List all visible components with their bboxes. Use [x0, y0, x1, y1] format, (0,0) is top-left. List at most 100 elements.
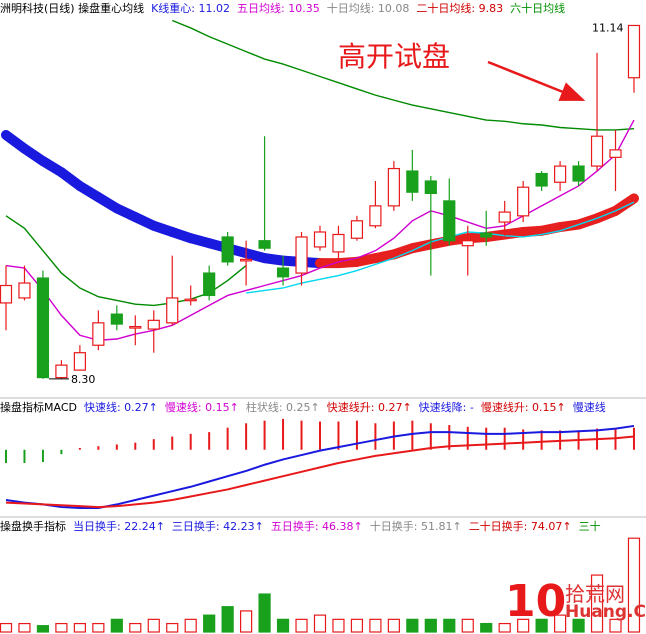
turnover-bar — [203, 614, 216, 633]
turnover-bar — [166, 622, 179, 633]
candle-body — [147, 319, 160, 330]
candle-body — [36, 277, 50, 379]
turnover-bar — [535, 618, 548, 633]
turnover-bar — [110, 618, 123, 633]
candle-body — [350, 220, 364, 239]
candle-body — [424, 180, 437, 195]
turnover-bar — [313, 614, 327, 633]
turnover-bar — [572, 618, 585, 633]
header-item: 十日均线: 10.08 — [326, 2, 410, 15]
callout: 高开试盘 — [338, 40, 450, 73]
candle-body — [276, 267, 290, 278]
header-item: 五日均线: 10.35 — [237, 2, 320, 15]
header-item: 操盘换手指标 — [0, 520, 66, 533]
turnover-bar — [424, 618, 437, 633]
turnover-bar — [18, 622, 31, 633]
turnover-bar — [498, 622, 511, 633]
turnover-bar — [443, 618, 456, 633]
candle-body — [461, 240, 474, 247]
turnover-bar — [461, 618, 474, 633]
candle-body — [535, 172, 548, 187]
header-item: 柱状线: 0.25↑ — [245, 401, 320, 414]
turnover-bar — [295, 618, 308, 633]
candle-body — [627, 24, 641, 79]
candle-body — [92, 322, 105, 346]
candle-body — [240, 258, 253, 262]
turnover-bar — [350, 618, 364, 633]
header-item: 五日换手: 46.38↑ — [270, 520, 363, 533]
header-item: 洲明科技(日线) 操盘重心均线 — [0, 2, 145, 15]
candle-body — [221, 236, 234, 263]
turnover-bar — [240, 610, 253, 633]
candle-body — [332, 233, 345, 253]
turnover-bar — [73, 622, 86, 633]
watermark-logo: 10 — [505, 576, 567, 627]
header-item: 三日换手: 42.23↑ — [171, 520, 264, 533]
turnover-bar — [221, 606, 234, 633]
turnover-bar — [609, 618, 622, 633]
header-item: 慢速线升: 0.15↑ — [480, 401, 566, 414]
candle-body — [18, 282, 31, 299]
header-item: 三十 — [578, 520, 601, 533]
annotation: 11.14 — [592, 21, 624, 34]
candle-body — [498, 211, 511, 223]
annotation: 8.30 — [71, 373, 96, 386]
turnover-bar — [0, 622, 13, 633]
watermark-url: Huang.CN — [565, 602, 646, 622]
header-item: 二十日均线: 9.83 — [416, 2, 504, 15]
turnover-bar — [369, 618, 382, 633]
candle-body — [258, 240, 271, 249]
header-item: 六十日均线 — [510, 2, 566, 15]
header-item: K线重心: 11.02 — [151, 2, 231, 15]
candle-body — [369, 205, 382, 227]
header-item: 快速线: 0.27↑ — [83, 401, 158, 414]
price-header: 洲明科技(日线) 操盘重心均线 K线重心: 11.02 五日均线: 10.35 十日均… — [0, 1, 646, 17]
turnover-header: 操盘换手指标 当日换手: 22.24↑ 三日换手: 42.23↑ 五日换手: 46.3… — [0, 519, 646, 535]
turnover-bar — [129, 622, 142, 633]
header-item: 慢速线: 0.15↑ — [164, 401, 239, 414]
line-series — [5, 119, 635, 341]
line-series — [5, 435, 635, 509]
watermark-name: 拾荒网 — [565, 582, 625, 606]
candle-body — [184, 298, 197, 302]
header-item: 十日换手: 51.81↑ — [369, 520, 462, 533]
turnover-bar — [276, 618, 290, 633]
turnover-bar — [184, 618, 197, 633]
line-series — [171, 19, 635, 131]
turnover-bar — [387, 618, 400, 633]
turnover-bar — [92, 622, 105, 633]
candle-body — [295, 236, 308, 274]
candle-body — [609, 149, 622, 158]
watermark: 10 拾荒网 Huang.CN — [505, 576, 646, 634]
turnover-bar — [480, 622, 493, 633]
candle-body — [313, 231, 327, 248]
turnover-bar — [590, 574, 604, 633]
header-item: 当日换手: 22.24↑ — [73, 520, 165, 533]
turnover-bar — [36, 625, 50, 633]
candle-body — [203, 272, 216, 297]
turnover-bar — [55, 622, 68, 633]
candle-body — [55, 364, 68, 379]
candle-body — [517, 186, 530, 217]
candle-body — [166, 297, 179, 324]
candle-body — [443, 200, 456, 242]
turnover-bar — [553, 614, 567, 633]
candle-body — [129, 325, 142, 329]
candle-body — [553, 165, 567, 183]
candle-body — [572, 165, 585, 182]
header-item: 操盘指标MACD — [0, 401, 77, 414]
candle-body — [590, 135, 604, 167]
callout-arrow — [487, 60, 586, 102]
turnover-bar — [406, 618, 419, 633]
candle-body — [0, 284, 13, 304]
header-item: 二十日换手: 74.07↑ — [468, 520, 572, 533]
candle-body — [73, 352, 86, 371]
turnover-bar — [517, 618, 530, 633]
candle-body — [110, 313, 123, 325]
turnover-bar — [627, 537, 641, 633]
candle-body — [387, 167, 400, 207]
line-series — [246, 201, 635, 294]
turnover-bar — [258, 593, 271, 633]
